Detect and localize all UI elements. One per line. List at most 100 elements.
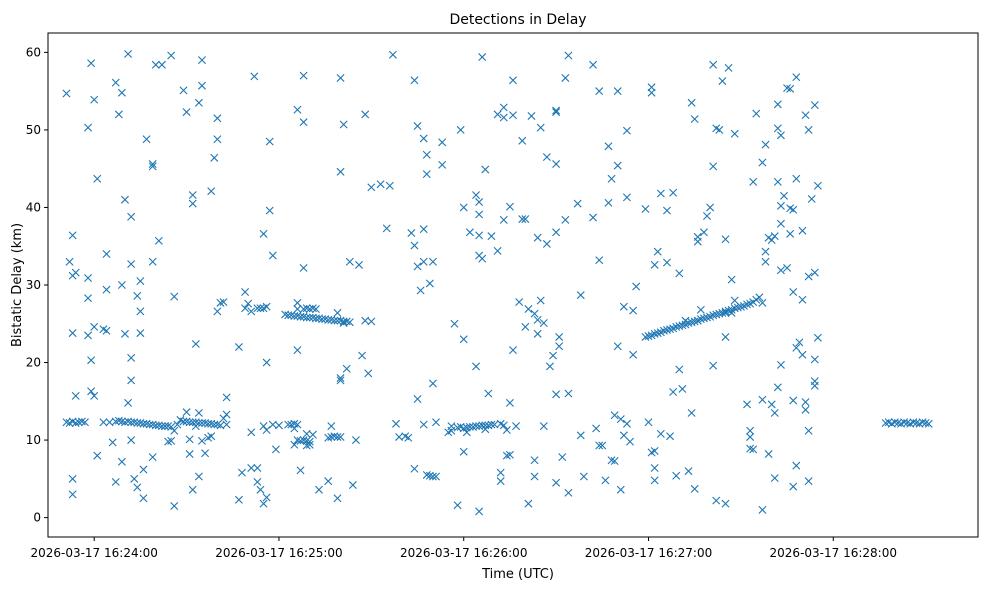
data-point [308, 430, 317, 439]
data-point [687, 318, 696, 327]
data-point [133, 291, 142, 300]
data-point [262, 358, 271, 367]
data-point [530, 309, 539, 318]
data-point [909, 418, 918, 427]
data-point [302, 441, 311, 450]
data-point [509, 346, 517, 355]
data-point [918, 418, 927, 427]
data-point [250, 72, 259, 81]
data-point [804, 272, 813, 281]
data-point [459, 447, 468, 456]
data-point [542, 239, 551, 248]
data-point [536, 296, 545, 305]
data-point [450, 319, 459, 328]
data-point [410, 76, 419, 85]
data-point [783, 84, 792, 93]
data-point [253, 477, 262, 486]
x-tick-label: 2026-03-17 16:24:00 [30, 546, 157, 560]
data-point [262, 302, 271, 311]
data-point [527, 111, 536, 120]
data-point [102, 285, 111, 294]
data-point [721, 499, 730, 508]
data-point [90, 391, 99, 400]
data-point [613, 342, 622, 351]
data-point [687, 98, 696, 107]
data-point [315, 485, 323, 494]
data-point [598, 441, 607, 450]
data-point [185, 418, 194, 427]
data-point [505, 202, 514, 211]
data-point [302, 313, 311, 322]
data-point [650, 329, 659, 338]
data-point [182, 408, 191, 417]
data-point [265, 137, 274, 146]
data-point [681, 316, 690, 325]
data-point [456, 125, 465, 134]
data-point [124, 49, 133, 58]
data-point [241, 287, 250, 296]
data-point [795, 338, 804, 347]
data-point [499, 103, 508, 112]
data-point [117, 88, 126, 97]
data-point [810, 268, 819, 277]
x-axis-ticks: 2026-03-17 16:24:00 2026-03-17 16:25:00 20… [30, 537, 897, 560]
data-point [151, 60, 160, 69]
data-point [481, 425, 490, 434]
data-point [789, 482, 798, 491]
data-point [419, 420, 428, 429]
data-point [428, 472, 437, 481]
data-point [730, 129, 739, 138]
data-point [610, 411, 619, 420]
data-point [699, 228, 708, 237]
data-point [305, 437, 314, 446]
data-point [71, 419, 80, 428]
data-point [509, 111, 517, 120]
data-point [293, 420, 302, 429]
data-point [776, 219, 785, 228]
data-point [924, 419, 933, 428]
data-point [752, 109, 761, 118]
data-point [111, 78, 120, 87]
data-point [259, 422, 268, 431]
data-point [616, 415, 625, 424]
x-tick-label: 2026-03-17 16:25:00 [215, 546, 342, 560]
data-point [746, 426, 755, 435]
data-point [761, 257, 770, 266]
data-point [552, 390, 561, 399]
data-point [703, 313, 711, 322]
data-point [626, 437, 635, 446]
data-point [170, 292, 179, 301]
data-point [324, 433, 333, 442]
data-point [715, 125, 724, 134]
data-point [678, 384, 687, 393]
data-point [287, 420, 296, 429]
data-point [669, 188, 678, 197]
data-point [776, 360, 785, 369]
data-point [573, 199, 582, 208]
data-point [342, 364, 351, 373]
data-point [743, 300, 752, 309]
data-point [136, 277, 145, 286]
y-tick-label: 10 [26, 433, 41, 447]
y-axis-label: Bistatic Delay (km) [10, 223, 25, 347]
data-point [234, 343, 243, 352]
y-tick-label: 0 [33, 511, 41, 525]
data-point [524, 305, 533, 314]
data-point [610, 457, 619, 466]
data-point [201, 449, 210, 458]
data-point [767, 236, 776, 245]
data-point [589, 213, 598, 222]
data-point [792, 461, 801, 470]
data-point [475, 210, 484, 219]
plot-frame [47, 32, 979, 538]
data-point [222, 410, 231, 419]
data-point [641, 332, 650, 341]
data-point [496, 419, 505, 428]
data-point [127, 353, 136, 362]
data-point [749, 445, 758, 454]
data-point [253, 304, 262, 313]
data-point [552, 228, 561, 237]
data-point [117, 281, 126, 289]
data-point [518, 136, 527, 145]
data-point [727, 308, 736, 317]
